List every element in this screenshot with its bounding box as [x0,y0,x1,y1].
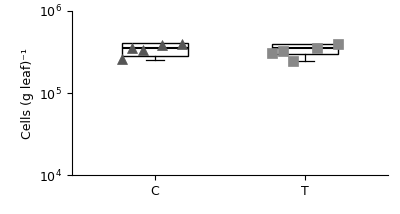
Bar [272,44,338,54]
Y-axis label: Cells (g leaf)⁻¹: Cells (g leaf)⁻¹ [21,48,34,138]
Bar [122,43,188,56]
